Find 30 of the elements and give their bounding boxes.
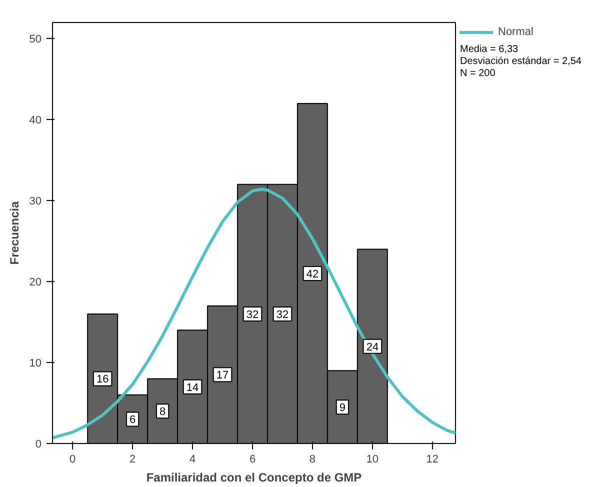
data-label: 6: [130, 414, 136, 426]
line-series: [52, 188, 456, 440]
x-tick-label: 10: [366, 454, 379, 466]
x-tick-label: 12: [426, 454, 439, 466]
y-tick-label: 10: [29, 358, 42, 370]
y-tick-label: 0: [35, 438, 42, 450]
text: Media = 6,33: [460, 44, 518, 55]
text: Desviación estándar = 2,54: [460, 56, 582, 67]
data-label: 8: [159, 406, 166, 418]
y-axis-title: Frecuencia: [7, 200, 22, 265]
x-tick-label: 2: [130, 454, 136, 466]
data-label: 42: [306, 268, 319, 280]
data-label: 16: [96, 374, 109, 386]
y-tick-label: 20: [29, 276, 42, 289]
data-label: 32: [276, 308, 289, 321]
data-label: 17: [216, 370, 229, 382]
x-tick-label: 6: [249, 454, 256, 466]
x-axis-title: Familiaridad con el Concepto de GMP: [146, 470, 362, 484]
data-label: 32: [246, 308, 259, 321]
data-label: 24: [366, 341, 379, 354]
y-tick-label: 50: [29, 34, 42, 46]
y-tick-label: 30: [29, 196, 42, 208]
y-tick-label: 40: [29, 114, 42, 127]
x-tick-label: 0: [70, 454, 76, 466]
x-tick-label: 4: [189, 454, 196, 466]
x-tick-label: 8: [309, 454, 316, 466]
legend-label: Normal: [498, 26, 534, 38]
data-label: 9: [339, 402, 346, 414]
data-label: 14: [186, 382, 199, 394]
text: N = 200: [460, 68, 496, 79]
